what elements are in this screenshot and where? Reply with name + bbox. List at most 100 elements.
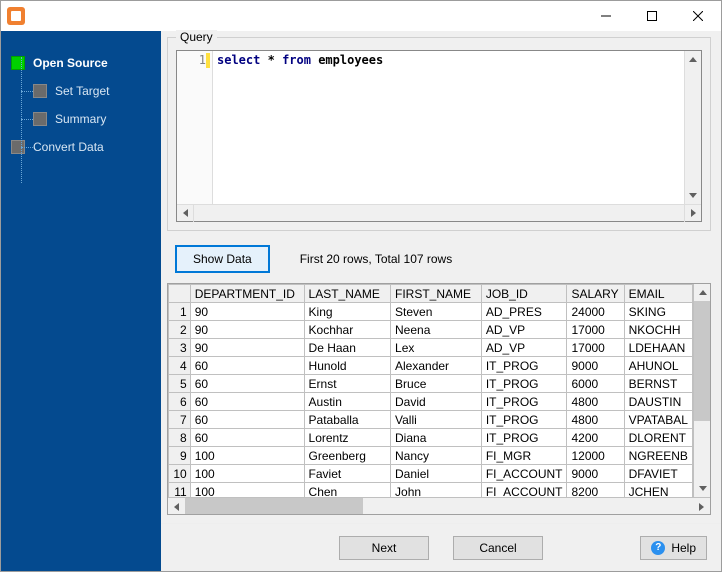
scroll-up-icon[interactable] bbox=[685, 51, 702, 68]
cell[interactable]: IT_PROG bbox=[481, 375, 567, 393]
cell[interactable]: Chen bbox=[304, 483, 390, 498]
cell[interactable]: 100 bbox=[190, 483, 304, 498]
column-header[interactable]: JOB_ID bbox=[481, 285, 567, 303]
table-row[interactable]: 660AustinDavidIT_PROG4800DAUSTIN bbox=[169, 393, 693, 411]
cell[interactable]: 24000 bbox=[567, 303, 624, 321]
show-data-button[interactable]: Show Data bbox=[175, 245, 270, 273]
table-row[interactable]: 190KingStevenAD_PRES24000SKING bbox=[169, 303, 693, 321]
cell[interactable]: AD_VP bbox=[481, 339, 567, 357]
cell[interactable]: 4800 bbox=[567, 393, 624, 411]
table-row[interactable]: 9100GreenbergNancyFI_MGR12000NGREENB bbox=[169, 447, 693, 465]
cell[interactable]: 90 bbox=[190, 303, 304, 321]
cell[interactable]: Ernst bbox=[304, 375, 390, 393]
cell[interactable]: Greenberg bbox=[304, 447, 390, 465]
cell[interactable]: David bbox=[391, 393, 482, 411]
cell[interactable]: 17000 bbox=[567, 339, 624, 357]
cell[interactable]: SKING bbox=[624, 303, 692, 321]
close-button[interactable] bbox=[675, 1, 721, 31]
sql-code[interactable]: select * from employees bbox=[213, 51, 684, 204]
maximize-button[interactable] bbox=[629, 1, 675, 31]
cell[interactable]: John bbox=[391, 483, 482, 498]
editor-vscrollbar[interactable] bbox=[684, 51, 701, 204]
cell[interactable]: FI_MGR bbox=[481, 447, 567, 465]
column-header[interactable]: EMAIL bbox=[624, 285, 692, 303]
cell[interactable]: Hunold bbox=[304, 357, 390, 375]
minimize-button[interactable] bbox=[583, 1, 629, 31]
cell[interactable]: 90 bbox=[190, 321, 304, 339]
cell[interactable]: 100 bbox=[190, 465, 304, 483]
table-row[interactable]: 560ErnstBruceIT_PROG6000BERNST bbox=[169, 375, 693, 393]
cell[interactable]: NKOCHH bbox=[624, 321, 692, 339]
cell[interactable]: Lorentz bbox=[304, 429, 390, 447]
cell[interactable]: Lex bbox=[391, 339, 482, 357]
cell[interactable]: Faviet bbox=[304, 465, 390, 483]
cell[interactable]: Alexander bbox=[391, 357, 482, 375]
scroll-down-icon[interactable] bbox=[694, 480, 710, 497]
cell[interactable]: NGREENB bbox=[624, 447, 692, 465]
scrollbar-thumb[interactable] bbox=[694, 301, 710, 421]
cell[interactable]: BERNST bbox=[624, 375, 692, 393]
scrollbar-thumb[interactable] bbox=[185, 498, 363, 514]
cell[interactable]: AD_VP bbox=[481, 321, 567, 339]
help-button[interactable]: ? Help bbox=[640, 536, 707, 560]
cell[interactable]: DFAVIET bbox=[624, 465, 692, 483]
cell[interactable]: FI_ACCOUNT bbox=[481, 483, 567, 498]
cell[interactable]: IT_PROG bbox=[481, 357, 567, 375]
scroll-left-icon[interactable] bbox=[177, 205, 194, 222]
cell[interactable]: LDEHAAN bbox=[624, 339, 692, 357]
cell[interactable]: Diana bbox=[391, 429, 482, 447]
data-table[interactable]: DEPARTMENT_IDLAST_NAMEFIRST_NAMEJOB_IDSA… bbox=[168, 284, 693, 497]
cell[interactable]: Kochhar bbox=[304, 321, 390, 339]
cell[interactable]: DAUSTIN bbox=[624, 393, 692, 411]
table-row[interactable]: 860LorentzDianaIT_PROG4200DLORENT bbox=[169, 429, 693, 447]
cell[interactable]: 12000 bbox=[567, 447, 624, 465]
grid-hscrollbar[interactable] bbox=[168, 497, 710, 514]
cell[interactable]: 60 bbox=[190, 375, 304, 393]
editor-hscrollbar[interactable] bbox=[177, 204, 701, 221]
cell[interactable]: 60 bbox=[190, 357, 304, 375]
cell[interactable]: JCHEN bbox=[624, 483, 692, 498]
cell[interactable]: 4200 bbox=[567, 429, 624, 447]
cell[interactable]: De Haan bbox=[304, 339, 390, 357]
table-row[interactable]: 10100FavietDanielFI_ACCOUNT9000DFAVIET bbox=[169, 465, 693, 483]
cell[interactable]: Neena bbox=[391, 321, 482, 339]
cell[interactable]: IT_PROG bbox=[481, 411, 567, 429]
column-header[interactable]: FIRST_NAME bbox=[391, 285, 482, 303]
sidebar-item-open-source[interactable]: Open Source bbox=[1, 49, 161, 77]
cell[interactable]: 60 bbox=[190, 429, 304, 447]
cell[interactable]: IT_PROG bbox=[481, 393, 567, 411]
scroll-down-icon[interactable] bbox=[685, 187, 702, 204]
cell[interactable]: 4800 bbox=[567, 411, 624, 429]
table-row[interactable]: 390De HaanLexAD_VP17000LDEHAAN bbox=[169, 339, 693, 357]
cell[interactable]: Valli bbox=[391, 411, 482, 429]
cell[interactable]: 9000 bbox=[567, 357, 624, 375]
sql-editor[interactable]: 1 select * from employees bbox=[176, 50, 702, 222]
next-button[interactable]: Next bbox=[339, 536, 429, 560]
cell[interactable]: Daniel bbox=[391, 465, 482, 483]
cell[interactable]: Steven bbox=[391, 303, 482, 321]
cell[interactable]: 8200 bbox=[567, 483, 624, 498]
cancel-button[interactable]: Cancel bbox=[453, 536, 543, 560]
table-row[interactable]: 11100ChenJohnFI_ACCOUNT8200JCHEN bbox=[169, 483, 693, 498]
table-row[interactable]: 460HunoldAlexanderIT_PROG9000AHUNOL bbox=[169, 357, 693, 375]
cell[interactable]: 6000 bbox=[567, 375, 624, 393]
cell[interactable]: AD_PRES bbox=[481, 303, 567, 321]
cell[interactable]: Austin bbox=[304, 393, 390, 411]
cell[interactable]: 90 bbox=[190, 339, 304, 357]
cell[interactable]: Pataballa bbox=[304, 411, 390, 429]
scroll-up-icon[interactable] bbox=[694, 284, 710, 301]
scroll-right-icon[interactable] bbox=[693, 498, 710, 515]
cell[interactable]: FI_ACCOUNT bbox=[481, 465, 567, 483]
cell[interactable]: VPATABAL bbox=[624, 411, 692, 429]
cell[interactable]: 9000 bbox=[567, 465, 624, 483]
cell[interactable]: King bbox=[304, 303, 390, 321]
cell[interactable]: 100 bbox=[190, 447, 304, 465]
cell[interactable]: DLORENT bbox=[624, 429, 692, 447]
cell[interactable]: 17000 bbox=[567, 321, 624, 339]
grid-vscrollbar[interactable] bbox=[693, 284, 710, 497]
column-header[interactable]: SALARY bbox=[567, 285, 624, 303]
cell[interactable]: 60 bbox=[190, 393, 304, 411]
scroll-right-icon[interactable] bbox=[684, 205, 701, 222]
cell[interactable]: 60 bbox=[190, 411, 304, 429]
cell[interactable]: Nancy bbox=[391, 447, 482, 465]
